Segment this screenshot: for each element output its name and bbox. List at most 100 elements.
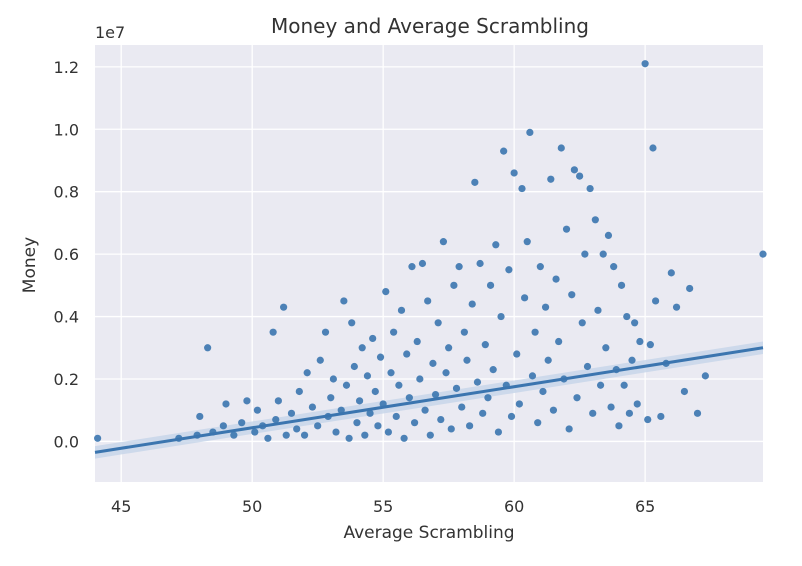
- data-point: [303, 369, 311, 377]
- data-point: [486, 281, 495, 289]
- data-point: [403, 350, 411, 358]
- data-point: [458, 403, 466, 411]
- data-point: [355, 397, 364, 405]
- data-point: [576, 172, 584, 180]
- data-point: [583, 362, 592, 371]
- y-tick-label: 0.2: [54, 370, 79, 389]
- data-point: [628, 356, 636, 364]
- data-point: [196, 412, 204, 421]
- data-point: [374, 422, 382, 430]
- data-point: [390, 328, 398, 336]
- data-point: [497, 312, 505, 321]
- data-point: [442, 369, 450, 377]
- data-point: [295, 387, 303, 396]
- data-point: [418, 259, 427, 268]
- data-point: [426, 431, 434, 439]
- data-point: [552, 275, 560, 283]
- regression-line-layer: [94, 346, 764, 454]
- data-point: [410, 419, 419, 427]
- y-tick-label: 0.8: [54, 183, 79, 202]
- data-point: [686, 284, 694, 293]
- x-tick-label: 45: [111, 497, 131, 516]
- data-point: [570, 166, 578, 174]
- data-point: [476, 259, 484, 268]
- data-point: [327, 394, 335, 402]
- x-tick-labels: 45 50 55 60 65: [111, 497, 655, 516]
- x-tick-label: 60: [504, 497, 524, 516]
- data-point: [447, 425, 455, 433]
- data-point: [528, 372, 537, 380]
- y-axis-label: Money: [20, 237, 40, 293]
- data-point: [253, 406, 262, 414]
- data-point: [591, 216, 599, 224]
- data-point: [466, 422, 474, 430]
- x-tick-label: 65: [635, 497, 655, 516]
- data-point: [649, 144, 657, 152]
- data-point: [413, 337, 421, 346]
- data-point: [473, 378, 482, 386]
- data-point: [397, 306, 406, 314]
- data-point: [589, 409, 597, 417]
- data-point: [358, 344, 366, 352]
- y-tick-label: 0.4: [54, 308, 79, 327]
- data-point: [434, 319, 442, 327]
- data-point: [479, 409, 487, 417]
- data-point: [693, 409, 702, 417]
- data-point: [615, 422, 623, 430]
- data-point: [549, 406, 558, 414]
- data-point: [544, 356, 552, 364]
- data-point: [345, 434, 353, 442]
- data-point: [332, 428, 340, 436]
- data-point: [230, 431, 238, 439]
- regression-line: [94, 346, 764, 454]
- data-point: [316, 356, 324, 364]
- data-point: [701, 372, 709, 380]
- data-point: [521, 294, 529, 302]
- data-point: [471, 178, 479, 186]
- data-point: [439, 238, 448, 246]
- data-point: [445, 344, 453, 352]
- data-point: [581, 250, 589, 258]
- data-point: [366, 409, 374, 417]
- data-point: [395, 381, 403, 389]
- data-point: [329, 375, 337, 383]
- data-point: [534, 419, 542, 427]
- data-point: [594, 306, 602, 314]
- x-tick-label: 55: [373, 497, 393, 516]
- data-point: [641, 60, 649, 68]
- data-point: [489, 366, 497, 374]
- data-point: [204, 344, 212, 352]
- y-tick-label: 1.2: [54, 58, 79, 77]
- data-point: [492, 241, 500, 249]
- y-tick-label: 0.0: [54, 432, 79, 451]
- data-point: [321, 328, 330, 336]
- data-point: [452, 384, 461, 392]
- data-point: [450, 281, 458, 289]
- data-point: [222, 400, 230, 408]
- data-point: [348, 319, 356, 327]
- data-point: [238, 419, 246, 427]
- data-point: [416, 375, 424, 383]
- data-point: [405, 394, 413, 402]
- data-point: [384, 428, 392, 436]
- data-point: [431, 391, 440, 399]
- data-points-layer: [94, 60, 767, 442]
- data-point: [243, 397, 251, 405]
- data-point: [759, 250, 767, 258]
- data-point: [623, 312, 631, 321]
- plot-background: [95, 45, 763, 482]
- data-point: [94, 434, 102, 442]
- data-point: [468, 300, 476, 308]
- data-point: [376, 353, 385, 361]
- data-point: [568, 291, 576, 299]
- data-point: [424, 297, 432, 305]
- data-point: [672, 303, 681, 311]
- data-point: [602, 344, 610, 352]
- data-point: [625, 409, 634, 417]
- data-point: [541, 303, 550, 311]
- data-point: [651, 297, 660, 305]
- data-point: [437, 415, 445, 424]
- data-point: [557, 144, 565, 152]
